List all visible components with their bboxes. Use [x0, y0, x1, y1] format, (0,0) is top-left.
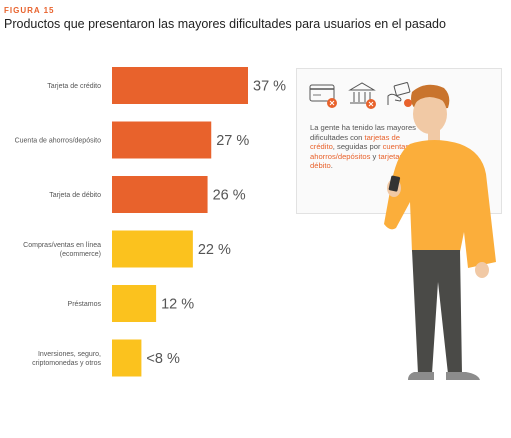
bank-icon [348, 82, 376, 109]
value-label-1: 27 % [216, 133, 249, 149]
category-label-0: Tarjeta de crédito [47, 83, 101, 90]
value-label-0: 37 % [253, 79, 286, 95]
value-label-5: <8 % [146, 351, 180, 367]
hand-card-icon [387, 82, 412, 107]
bar-1 [112, 121, 212, 159]
bar-2 [112, 176, 208, 213]
credit-card-icon [309, 84, 337, 108]
bar-chart: 37 % Tarjeta de crédito 27 % Cuenta de ahor… [15, 67, 286, 377]
callout-text: La gente ha tenido las mayores dificulta… [310, 123, 420, 171]
category-label-2: Tarjeta de débito [49, 192, 101, 199]
figure-label: FIGURA 15 [4, 6, 55, 15]
bar-0 [112, 67, 248, 104]
category-label-1: Cuenta de ahorros/depósito [15, 138, 101, 145]
bar-5 [112, 339, 142, 377]
person-illustration [384, 84, 496, 380]
chart-title: Productos que presentaron las mayores di… [4, 17, 446, 31]
value-label-3: 22 % [198, 242, 231, 258]
bar-4 [112, 285, 157, 322]
bar-3 [112, 230, 193, 268]
category-label-3: Compras/ventas en línea (ecommerce) [23, 242, 101, 258]
value-label-2: 26 % [213, 188, 246, 204]
category-label-5: Inversiones, seguro, criptomonedas y otro… [32, 351, 101, 367]
value-label-4: 12 % [161, 297, 194, 313]
category-label-4: Préstamos [68, 301, 102, 308]
